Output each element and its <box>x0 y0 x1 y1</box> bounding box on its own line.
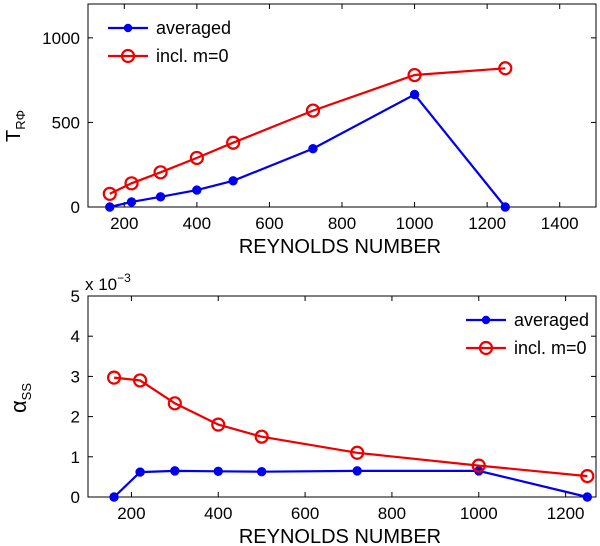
bottom-y-tick-label: 3 <box>71 367 80 386</box>
bottom-point-averaged <box>213 466 223 476</box>
top-legend: averaged incl. m=0 <box>108 18 231 66</box>
bottom-legend-label-incl-m0: incl. m=0 <box>514 338 587 358</box>
top-point-incl-m0 <box>189 150 204 166</box>
bottom-plot-frame <box>87 295 597 498</box>
bottom-legend-label-averaged: averaged <box>514 310 589 330</box>
bottom-y-tick-label: 2 <box>71 408 80 427</box>
top-x-tick-label: 400 <box>183 214 211 233</box>
bottom-panel: 200 400 600 800 1000 1200 0 1 2 3 4 5 x 10−3 REYNO… <box>6 271 597 546</box>
bottom-x-tick-label: 1000 <box>460 504 498 523</box>
top-y-tick-label: 1000 <box>42 29 80 48</box>
top-x-tick-label: 200 <box>110 214 138 233</box>
bottom-point-incl-m0 <box>471 458 486 473</box>
bottom-point-averaged <box>135 467 145 477</box>
top-series-line-averaged <box>109 93 507 209</box>
top-y-ticks: 0 500 1000 <box>42 29 596 217</box>
top-point-incl-m0 <box>226 135 241 150</box>
bottom-series-line-incl-m0 <box>113 376 588 478</box>
bottom-y-tick-label: 4 <box>71 327 80 346</box>
bottom-y-label-sub: SS <box>19 383 34 401</box>
bottom-x-axis-label: REYNOLDS NUMBER <box>239 526 441 546</box>
bottom-x-tick-label: 600 <box>291 504 319 523</box>
bottom-y-ticks: 0 1 2 3 4 5 <box>71 287 596 507</box>
bottom-scale-base: x 10 <box>85 275 117 294</box>
top-x-tick-label: 1200 <box>468 214 506 233</box>
bottom-x-tick-label: 1200 <box>547 504 585 523</box>
top-x-tick-label: 1000 <box>396 214 434 233</box>
bottom-legend-marker-averaged <box>481 315 491 325</box>
top-legend-label-incl-m0: incl. m=0 <box>156 46 229 66</box>
top-point-averaged <box>228 176 238 186</box>
bottom-series <box>106 370 595 502</box>
bottom-point-incl-m0 <box>106 370 122 385</box>
bottom-x-tick-label: 400 <box>204 504 232 523</box>
top-y-tick-label: 500 <box>52 113 80 132</box>
bottom-scale-exp: −3 <box>117 271 131 285</box>
top-point-averaged <box>500 202 510 212</box>
top-point-averaged <box>409 89 420 100</box>
top-x-tick-label: 1400 <box>541 214 579 233</box>
top-x-tick-label: 800 <box>328 214 356 233</box>
top-y-label-sub: RΦ <box>13 110 28 130</box>
bottom-y-label-main: α <box>6 400 31 413</box>
bottom-x-tick-label: 800 <box>378 504 406 523</box>
bottom-point-incl-m0 <box>350 445 365 460</box>
bottom-y-tick-label: 1 <box>71 448 80 467</box>
bottom-point-incl-m0 <box>211 417 226 432</box>
bottom-point-averaged <box>582 492 593 502</box>
bottom-point-averaged <box>170 466 180 476</box>
bottom-point-incl-m0 <box>580 468 595 484</box>
bottom-point-incl-m0 <box>133 373 148 388</box>
top-panel: 200 400 600 800 1000 1200 1400 0 500 1000 REYNOL… <box>3 3 597 258</box>
bottom-legend: averaged incl. m=0 <box>466 310 589 358</box>
top-y-axis-label: TRΦ <box>3 110 28 142</box>
bottom-point-averaged <box>256 466 267 477</box>
top-point-incl-m0 <box>124 176 139 191</box>
top-series <box>102 61 513 212</box>
top-point-averaged <box>155 192 166 202</box>
top-x-ticks: 200 400 600 800 1000 1200 1400 <box>110 4 579 233</box>
top-point-averaged <box>192 185 202 195</box>
bottom-x-ticks: 200 400 600 800 1000 1200 <box>117 296 585 523</box>
top-y-label-main: T <box>3 130 25 142</box>
top-x-axis-label: REYNOLDS NUMBER <box>239 236 441 258</box>
bottom-y-axis-label: αSS <box>6 383 34 413</box>
top-point-incl-m0 <box>305 103 321 118</box>
top-series-line-incl-m0 <box>109 67 506 195</box>
bottom-point-averaged <box>352 466 362 476</box>
top-x-tick-label: 600 <box>255 214 283 233</box>
bottom-point-incl-m0 <box>167 396 182 411</box>
top-legend-label-averaged: averaged <box>156 18 231 38</box>
top-point-averaged <box>308 143 318 154</box>
bottom-x-tick-label: 200 <box>117 504 145 523</box>
top-point-averaged <box>126 197 137 207</box>
top-point-incl-m0 <box>498 61 513 76</box>
bottom-y-tick-label: 0 <box>71 488 80 507</box>
top-point-incl-m0 <box>153 165 168 180</box>
top-y-tick-label: 0 <box>71 198 80 217</box>
bottom-legend-marker-incl-m0 <box>478 340 494 356</box>
bottom-y-tick-label: 5 <box>71 287 80 306</box>
top-point-incl-m0 <box>102 186 117 201</box>
bottom-scale-note: x 10−3 <box>85 271 131 294</box>
top-point-averaged <box>105 202 115 212</box>
bottom-point-incl-m0 <box>254 429 269 444</box>
top-legend-marker-incl-m0 <box>120 48 136 64</box>
top-legend-marker-averaged <box>123 23 133 33</box>
bottom-series-line-averaged <box>113 469 588 499</box>
bottom-point-averaged <box>109 492 119 502</box>
top-point-incl-m0 <box>407 67 422 83</box>
